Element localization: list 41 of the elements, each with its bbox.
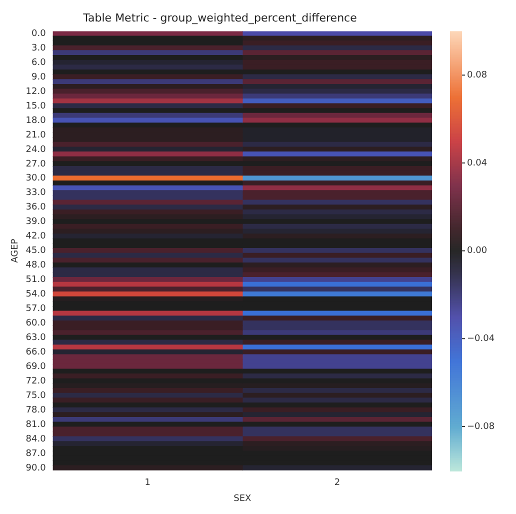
y-tick-label: 42.0: [26, 232, 46, 242]
y-tick-label: 84.0: [26, 434, 46, 444]
color-bar-label: 0.04: [467, 158, 488, 168]
color-bar-label: −0.04: [467, 334, 495, 344]
y-tick-label: 48.0: [26, 260, 46, 271]
y-tick-label: 54.0: [26, 290, 46, 300]
y-tick-label: 3.0: [32, 43, 46, 54]
y-tick-label: 30.0: [26, 174, 46, 184]
y-tick-label: 36.0: [26, 202, 46, 213]
y-tick-label: 51.0: [26, 275, 46, 286]
y-tick-label: 60.0: [26, 318, 46, 329]
y-tick-label: 81.0: [26, 420, 46, 430]
y-tick-label: 12.0: [26, 86, 46, 97]
y-tick-label: 63.0: [26, 333, 46, 344]
y-tick-label: 33.0: [26, 188, 46, 198]
y-tick-label: 57.0: [26, 304, 46, 314]
y-tick-label: 18.0: [26, 116, 46, 126]
color-bar-label: 0.00: [467, 246, 488, 256]
color-bar-label: −0.08: [467, 422, 495, 432]
y-tick-label: 15.0: [26, 101, 46, 112]
y-tick-label: 87.0: [26, 448, 46, 459]
y-tick-label: 45.0: [26, 246, 46, 256]
y-tick-label: 24.0: [26, 144, 46, 155]
y-tick-label: 39.0: [26, 217, 46, 228]
y-tick-label: 72.0: [26, 376, 46, 386]
y-tick-label: 78.0: [26, 405, 46, 416]
y-tick-label: 21.0: [26, 130, 46, 140]
y-axis-title: AGEP: [10, 238, 21, 263]
x-axis-title: SEX: [234, 494, 252, 504]
y-tick-label: 27.0: [26, 159, 46, 170]
y-tick-label: 0.0: [32, 28, 46, 39]
y-tick-label: 69.0: [26, 362, 46, 372]
x-tick-label: 2: [334, 478, 340, 488]
y-tick-label: 66.0: [26, 348, 46, 358]
color-bar-label: 0.08: [467, 70, 488, 80]
x-tick-label: 1: [144, 478, 150, 488]
y-tick-label: 6.0: [32, 58, 46, 68]
y-tick-label: 9.0: [32, 72, 46, 82]
chart-title: Table Metric - group_weighted_percent_difference: [82, 11, 358, 24]
y-tick-label: 90.0: [26, 463, 46, 474]
y-tick-label: 75.0: [26, 390, 46, 401]
